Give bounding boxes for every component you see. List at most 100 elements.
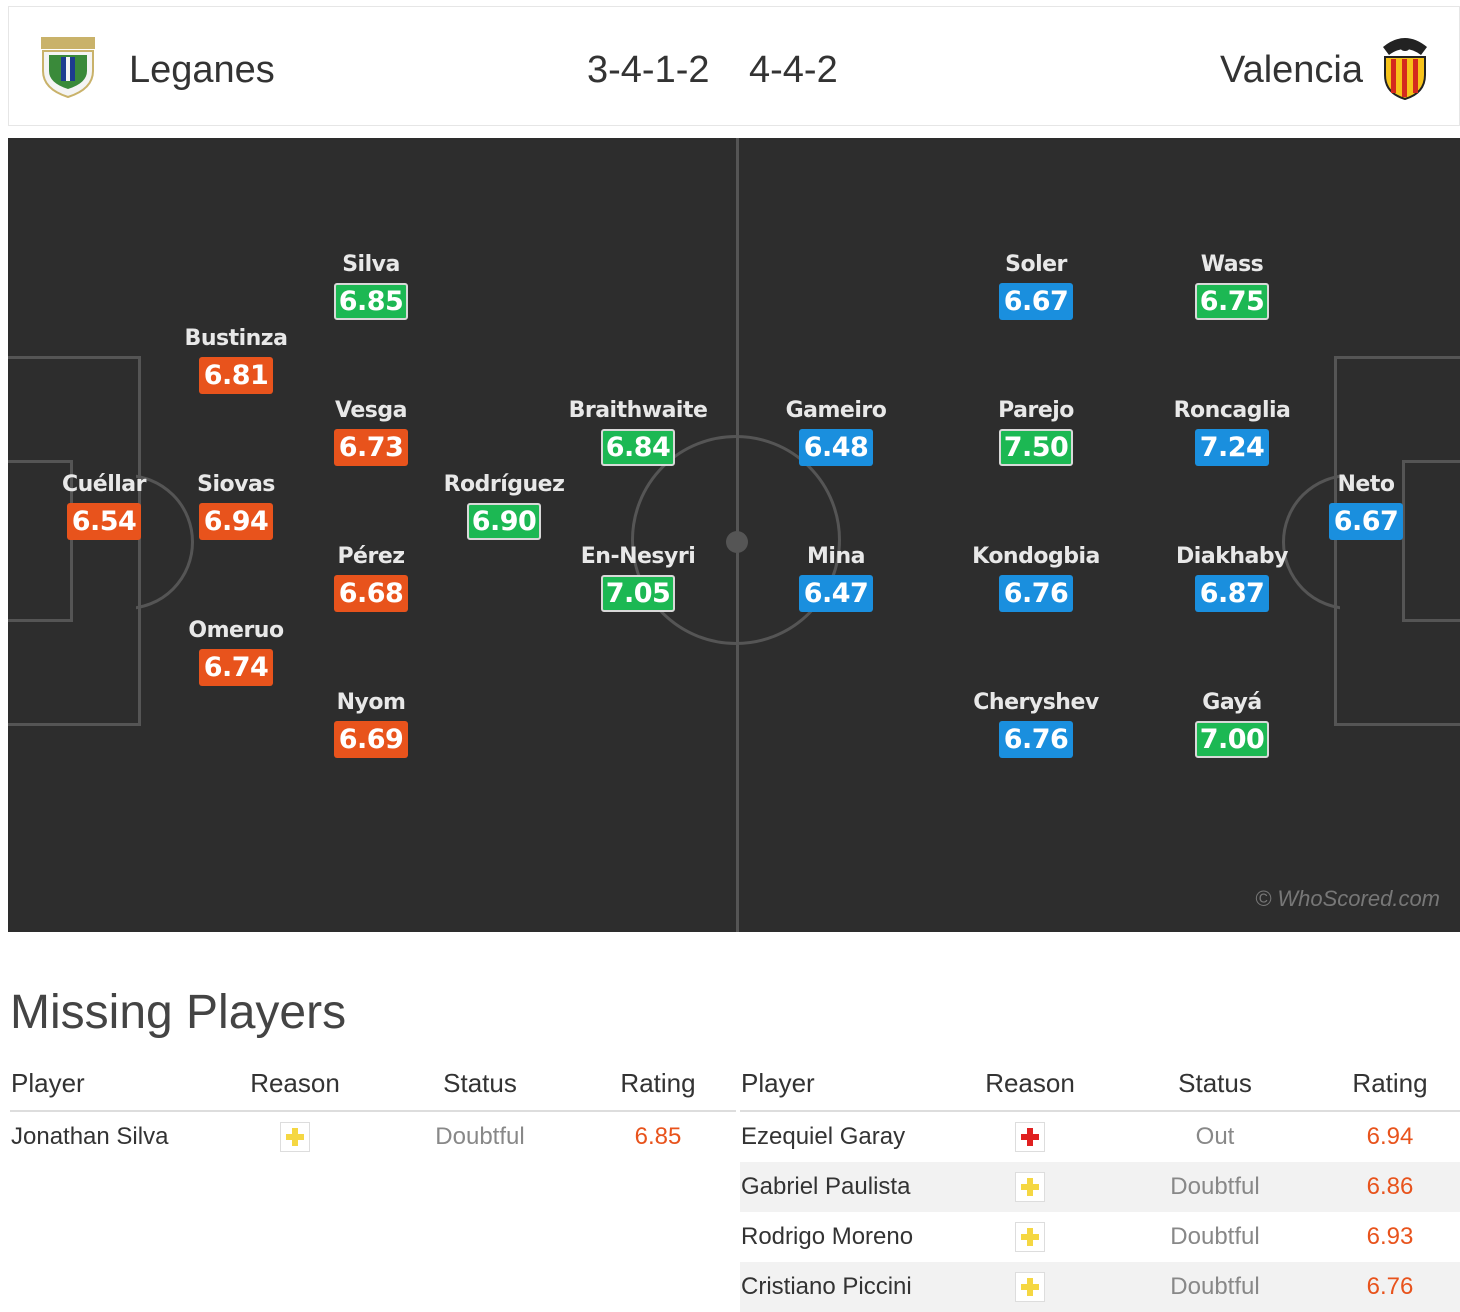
missing-reason	[950, 1162, 1110, 1212]
away-player-marker[interactable]: Wass 6.75	[1142, 252, 1322, 320]
player-rating: 6.76	[998, 721, 1074, 758]
missing-status: Doubtful	[1110, 1262, 1320, 1312]
missing-reason	[950, 1111, 1110, 1162]
home-player-marker[interactable]: Vesga 6.73	[281, 398, 461, 466]
doubtful-icon	[1015, 1272, 1045, 1302]
missing-status: Doubtful	[435, 1123, 525, 1150]
away-player-marker[interactable]: Neto 6.67	[1276, 472, 1456, 540]
player-rating: 6.75	[1194, 283, 1270, 320]
away-team-name[interactable]: Valencia	[1220, 49, 1363, 91]
away-player-marker[interactable]: Kondogbia 6.76	[946, 544, 1126, 612]
missing-rating: 6.86	[1320, 1162, 1460, 1212]
player-rating: 6.87	[1194, 575, 1270, 612]
missing-players-title: Missing Players	[10, 986, 347, 1039]
away-player-marker[interactable]: Mina 6.47	[746, 544, 926, 612]
player-name: Pérez	[337, 544, 405, 569]
home-team-name[interactable]: Leganes	[129, 49, 275, 91]
home-player-marker[interactable]: En-Nesyri 7.05	[548, 544, 728, 612]
home-player-marker[interactable]: Omeruo 6.74	[146, 618, 326, 686]
player-name: Nyom	[336, 690, 406, 715]
col-status: Status	[1110, 1056, 1320, 1112]
player-name: Neto	[1337, 472, 1395, 497]
player-name: Bustinza	[184, 326, 288, 351]
player-name: Silva	[342, 252, 400, 277]
player-name: Diakhaby	[1176, 544, 1288, 569]
missing-player-name[interactable]: Gabriel Paulista	[740, 1162, 950, 1212]
centre-spot	[726, 531, 748, 553]
doubtful-icon	[1015, 1222, 1045, 1252]
player-rating: 6.69	[333, 721, 409, 758]
missing-reason	[950, 1212, 1110, 1262]
away-player-marker[interactable]: Gameiro 6.48	[746, 398, 926, 466]
away-player-marker[interactable]: Cheryshev 6.76	[946, 690, 1126, 758]
home-player-marker[interactable]: Silva 6.85	[281, 252, 461, 320]
missing-player-name[interactable]: Ezequiel Garay	[741, 1123, 906, 1150]
player-rating: 6.90	[466, 503, 542, 540]
away-player-marker[interactable]: Soler 6.67	[946, 252, 1126, 320]
col-reason: Reason	[210, 1056, 380, 1112]
player-rating: 6.81	[198, 357, 274, 394]
player-rating: 6.67	[998, 283, 1074, 320]
player-name: Parejo	[998, 398, 1074, 423]
player-rating: 6.48	[798, 429, 874, 466]
player-name: Kondogbia	[972, 544, 1100, 569]
player-rating: 6.84	[600, 429, 676, 466]
player-name: Cuéllar	[61, 472, 147, 497]
away-formation: 4-4-2	[749, 49, 838, 91]
home-formation: 3-4-1-2	[587, 49, 710, 91]
match-header: Leganes 3-4-1-2 4-4-2 Valencia	[8, 6, 1460, 126]
player-name: Roncaglia	[1173, 398, 1291, 423]
player-name: Gayá	[1202, 690, 1262, 715]
away-player-marker[interactable]: Gayá 7.00	[1142, 690, 1322, 758]
home-player-marker[interactable]: Bustinza 6.81	[146, 326, 326, 394]
player-rating: 7.50	[998, 429, 1074, 466]
table-row: Gabriel Paulista Doubtful 6.86	[740, 1162, 1460, 1212]
away-player-marker[interactable]: Roncaglia 7.24	[1142, 398, 1322, 466]
player-rating: 7.05	[600, 575, 676, 612]
player-name: Cheryshev	[973, 690, 1099, 715]
player-name: En-Nesyri	[580, 544, 696, 569]
injury-icon	[1015, 1122, 1045, 1152]
player-rating: 7.00	[1194, 721, 1270, 758]
leganes-crest-icon	[41, 37, 95, 99]
home-player-marker[interactable]: Siovas 6.94	[146, 472, 326, 540]
home-missing-table: Player Reason Status Rating Jonathan Sil…	[10, 1056, 736, 1162]
home-player-marker[interactable]: Pérez 6.68	[281, 544, 461, 612]
missing-player-name[interactable]: Cristiano Piccini	[740, 1262, 950, 1312]
player-name: Soler	[1005, 252, 1067, 277]
col-rating: Rating	[1320, 1056, 1460, 1112]
missing-player-name[interactable]: Jonathan Silva	[11, 1123, 169, 1150]
away-missing-table: Player Reason Status Rating Ezequiel Gar…	[740, 1056, 1460, 1312]
player-rating: 6.76	[998, 575, 1074, 612]
missing-rating: 6.85	[634, 1123, 682, 1150]
table-row: Jonathan Silva Doubtful 6.85	[10, 1111, 736, 1162]
home-player-marker[interactable]: Cuéllar 6.54	[14, 472, 194, 540]
player-rating: 6.74	[198, 649, 274, 686]
missing-reason	[210, 1111, 380, 1162]
missing-rating: 6.94	[1366, 1123, 1414, 1150]
home-six-yard-box	[8, 460, 73, 622]
away-player-marker[interactable]: Parejo 7.50	[946, 398, 1126, 466]
away-player-marker[interactable]: Diakhaby 6.87	[1142, 544, 1322, 612]
player-rating: 6.47	[798, 575, 874, 612]
home-player-marker[interactable]: Rodríguez 6.90	[414, 472, 594, 540]
missing-player-name[interactable]: Rodrigo Moreno	[741, 1223, 914, 1250]
home-player-marker[interactable]: Nyom 6.69	[281, 690, 461, 758]
player-rating: 6.67	[1328, 503, 1404, 540]
home-player-marker[interactable]: Braithwaite 6.84	[548, 398, 728, 466]
player-name: Braithwaite	[568, 398, 708, 423]
player-name: Mina	[807, 544, 865, 569]
player-name: Gameiro	[785, 398, 887, 423]
player-name: Wass	[1200, 252, 1264, 277]
missing-reason	[950, 1262, 1110, 1312]
table-row: Rodrigo Moreno Doubtful 6.93	[740, 1212, 1460, 1262]
table-row: Ezequiel Garay Out 6.94	[740, 1111, 1460, 1162]
doubtful-icon	[280, 1122, 310, 1152]
table-row: Cristiano Piccini Doubtful 6.76	[740, 1262, 1460, 1312]
player-name: Vesga	[335, 398, 407, 423]
player-rating: 7.24	[1194, 429, 1270, 466]
valencia-crest-icon	[1383, 38, 1427, 101]
player-rating: 6.85	[333, 283, 409, 320]
missing-status: Out	[1195, 1123, 1235, 1150]
player-name: Rodríguez	[443, 472, 565, 497]
